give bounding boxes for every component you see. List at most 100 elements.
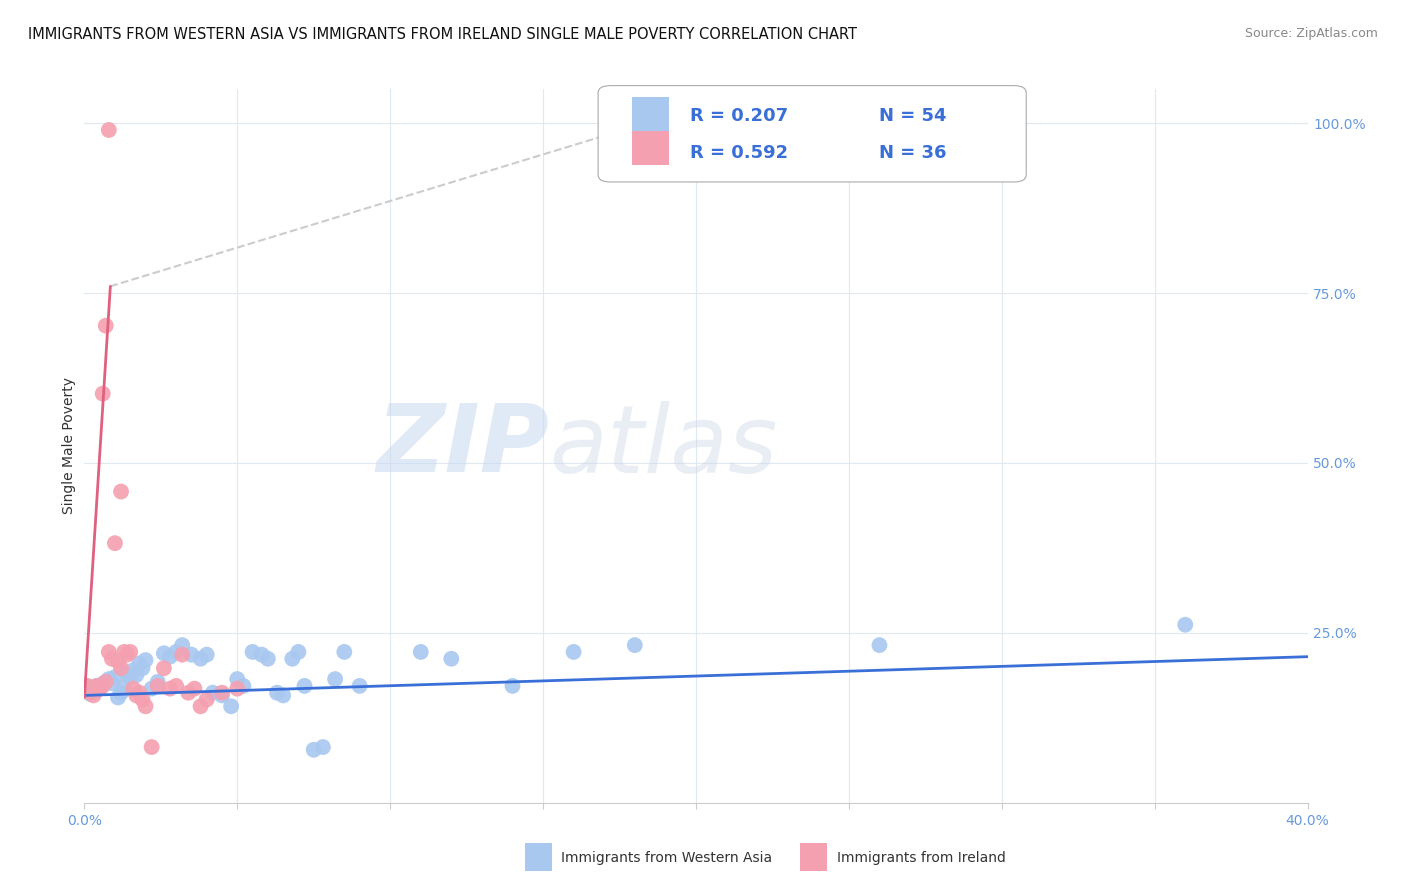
Point	[101, 651, 124, 665]
Point	[76, 680, 98, 694]
Point	[165, 645, 187, 659]
Point	[83, 683, 105, 698]
Point	[125, 668, 148, 682]
Point	[146, 679, 169, 693]
Point	[89, 681, 111, 696]
Point	[83, 689, 105, 703]
Point	[122, 663, 145, 677]
Point	[128, 686, 150, 700]
Point	[232, 679, 254, 693]
Point	[91, 679, 114, 693]
Point	[112, 680, 135, 694]
Point	[211, 689, 233, 703]
Point	[125, 689, 148, 703]
Point	[104, 536, 127, 550]
Point	[349, 679, 371, 693]
Point	[409, 645, 432, 659]
Point	[110, 661, 132, 675]
Text: Source: ZipAtlas.com: Source: ZipAtlas.com	[1244, 27, 1378, 40]
Point	[281, 651, 304, 665]
Point	[226, 681, 249, 696]
Point	[131, 692, 153, 706]
Point	[302, 743, 325, 757]
Point	[135, 699, 157, 714]
Point	[172, 648, 194, 662]
Point	[120, 645, 142, 659]
Point	[624, 638, 647, 652]
Point	[112, 645, 135, 659]
Point	[141, 681, 163, 696]
Point	[107, 690, 129, 705]
Point	[97, 672, 120, 686]
Point	[869, 638, 891, 652]
Point	[110, 484, 132, 499]
Point	[91, 386, 114, 401]
Point	[242, 645, 264, 659]
Text: R = 0.207: R = 0.207	[690, 107, 787, 125]
Point	[195, 648, 218, 662]
Point	[94, 674, 117, 689]
Text: ZIP: ZIP	[377, 400, 550, 492]
Point	[131, 661, 153, 675]
Point	[94, 318, 117, 333]
Bar	[633, 97, 669, 130]
Point	[165, 679, 187, 693]
Point	[135, 653, 157, 667]
Text: IMMIGRANTS FROM WESTERN ASIA VS IMMIGRANTS FROM IRELAND SINGLE MALE POVERTY CORR: IMMIGRANTS FROM WESTERN ASIA VS IMMIGRAN…	[28, 27, 858, 42]
Text: N = 54: N = 54	[880, 107, 948, 125]
Point	[79, 686, 101, 700]
Text: R = 0.592: R = 0.592	[690, 145, 787, 162]
Point	[128, 657, 150, 671]
Point	[562, 645, 585, 659]
Point	[153, 646, 176, 660]
Point	[79, 687, 101, 701]
Point	[323, 672, 346, 686]
Point	[86, 679, 108, 693]
Point	[250, 648, 273, 662]
Point	[266, 686, 288, 700]
Point	[146, 674, 169, 689]
Point	[104, 670, 127, 684]
Point	[94, 674, 117, 689]
Point	[115, 666, 138, 681]
Point	[97, 123, 120, 137]
Point	[110, 686, 132, 700]
Y-axis label: Single Male Poverty: Single Male Poverty	[62, 377, 76, 515]
Text: Immigrants from Western Asia: Immigrants from Western Asia	[561, 851, 772, 864]
Point	[333, 645, 356, 659]
Point	[159, 649, 181, 664]
Point	[122, 681, 145, 696]
Point	[226, 672, 249, 686]
Point	[294, 679, 316, 693]
Point	[257, 651, 280, 665]
Text: Immigrants from Ireland: Immigrants from Ireland	[837, 851, 1005, 864]
Point	[86, 679, 108, 693]
Point	[89, 681, 111, 696]
Point	[177, 686, 200, 700]
Point	[201, 686, 224, 700]
Point	[211, 686, 233, 700]
Point	[1174, 617, 1197, 632]
Point	[76, 679, 98, 693]
Point	[107, 655, 129, 669]
Point	[97, 645, 120, 659]
Point	[190, 651, 212, 665]
Point	[141, 740, 163, 755]
Bar	[633, 131, 669, 165]
Point	[195, 692, 218, 706]
Point	[153, 661, 176, 675]
Point	[183, 681, 205, 696]
Point	[287, 645, 309, 659]
Point	[101, 676, 124, 690]
Bar	[800, 844, 827, 871]
Point	[219, 699, 242, 714]
Text: atlas: atlas	[550, 401, 778, 491]
Point	[502, 679, 524, 693]
Point	[190, 699, 212, 714]
Text: N = 36: N = 36	[880, 145, 948, 162]
Point	[172, 638, 194, 652]
Point	[159, 681, 181, 696]
Bar	[524, 844, 551, 871]
Point	[115, 648, 138, 662]
Point	[120, 670, 142, 684]
